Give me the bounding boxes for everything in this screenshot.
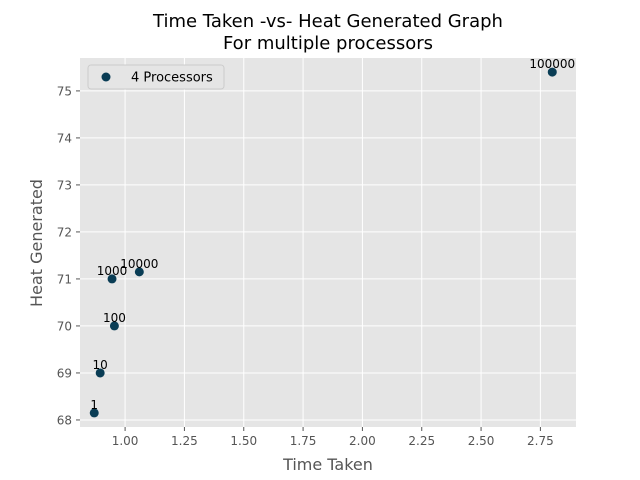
x-tick-label: 2.00 — [349, 434, 376, 448]
y-tick-label: 75 — [57, 84, 72, 98]
x-tick-label: 2.25 — [408, 434, 435, 448]
chart-title-line-1: Time Taken -vs- Heat Generated Graph — [152, 11, 503, 32]
data-point — [547, 67, 557, 77]
x-tick-label: 1.25 — [171, 434, 198, 448]
y-tick-label: 68 — [57, 413, 72, 427]
y-tick-label: 69 — [57, 366, 72, 380]
data-point — [107, 274, 117, 284]
x-tick-label: 2.50 — [468, 434, 495, 448]
legend-box — [87, 64, 225, 90]
data-point — [134, 267, 144, 277]
plot-area — [80, 58, 576, 427]
x-axis-ticks: 1.00 1.25 1.50 1.75 2.00 2.25 2.50 2.75 — [112, 427, 554, 448]
x-tick-label: 1.00 — [112, 434, 139, 448]
data-point-label: 100 — [103, 311, 126, 325]
data-point-label: 10000 — [120, 257, 158, 271]
y-tick-label: 74 — [57, 131, 72, 145]
data-point-label: 1000 — [97, 264, 128, 278]
y-tick-label: 73 — [57, 178, 72, 192]
x-axis-label: Time Taken — [282, 455, 373, 474]
data-point — [109, 321, 119, 331]
x-tick-label: 1.75 — [290, 434, 317, 448]
x-tick-label: 1.50 — [230, 434, 257, 448]
y-tick-label: 70 — [57, 319, 72, 333]
data-point-label: 1 — [90, 398, 98, 412]
data-point-label: 10 — [93, 358, 108, 372]
data-point — [95, 368, 105, 378]
data-point-label: 100000 — [529, 57, 575, 71]
x-tick-label: 2.75 — [527, 434, 554, 448]
y-axis-ticks: 68 69 70 71 72 73 74 75 — [57, 84, 80, 427]
data-point — [89, 408, 99, 418]
y-tick-label: 72 — [57, 225, 72, 239]
y-axis-label: Heat Generated — [27, 179, 46, 307]
chart-title-line-2: For multiple processors — [223, 33, 433, 54]
grid-lines — [80, 58, 576, 427]
y-tick-label: 71 — [57, 272, 72, 286]
legend: 4 Processors — [87, 64, 225, 90]
legend-marker — [101, 72, 111, 82]
legend-label: 4 Processors — [131, 71, 213, 86]
